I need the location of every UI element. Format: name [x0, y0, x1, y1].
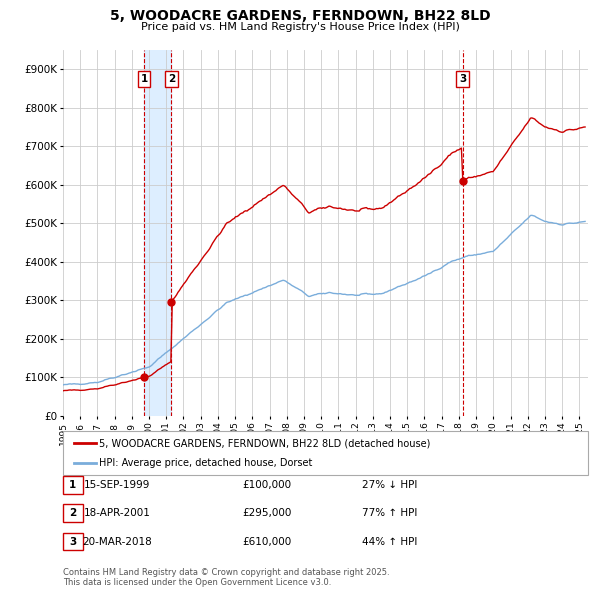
Text: 18-APR-2001: 18-APR-2001 — [83, 509, 151, 518]
Text: 3: 3 — [459, 74, 466, 84]
Text: 1: 1 — [140, 74, 148, 84]
Text: 44% ↑ HPI: 44% ↑ HPI — [362, 537, 418, 546]
Text: 1: 1 — [69, 480, 77, 490]
Text: HPI: Average price, detached house, Dorset: HPI: Average price, detached house, Dors… — [99, 458, 313, 467]
Text: Price paid vs. HM Land Registry's House Price Index (HPI): Price paid vs. HM Land Registry's House … — [140, 22, 460, 32]
Text: 5, WOODACRE GARDENS, FERNDOWN, BH22 8LD: 5, WOODACRE GARDENS, FERNDOWN, BH22 8LD — [110, 9, 490, 23]
Text: 2: 2 — [69, 509, 77, 518]
Text: Contains HM Land Registry data © Crown copyright and database right 2025.
This d: Contains HM Land Registry data © Crown c… — [63, 568, 389, 587]
Text: 27% ↓ HPI: 27% ↓ HPI — [362, 480, 418, 490]
Text: 2: 2 — [168, 74, 175, 84]
Bar — [144, 50, 172, 416]
Text: £610,000: £610,000 — [242, 537, 292, 546]
Text: £295,000: £295,000 — [242, 509, 292, 518]
Text: 3: 3 — [69, 537, 77, 546]
Text: £100,000: £100,000 — [242, 480, 292, 490]
Text: 15-SEP-1999: 15-SEP-1999 — [84, 480, 150, 490]
Text: 5, WOODACRE GARDENS, FERNDOWN, BH22 8LD (detached house): 5, WOODACRE GARDENS, FERNDOWN, BH22 8LD … — [99, 438, 430, 448]
Text: 20-MAR-2018: 20-MAR-2018 — [82, 537, 152, 546]
Text: 77% ↑ HPI: 77% ↑ HPI — [362, 509, 418, 518]
